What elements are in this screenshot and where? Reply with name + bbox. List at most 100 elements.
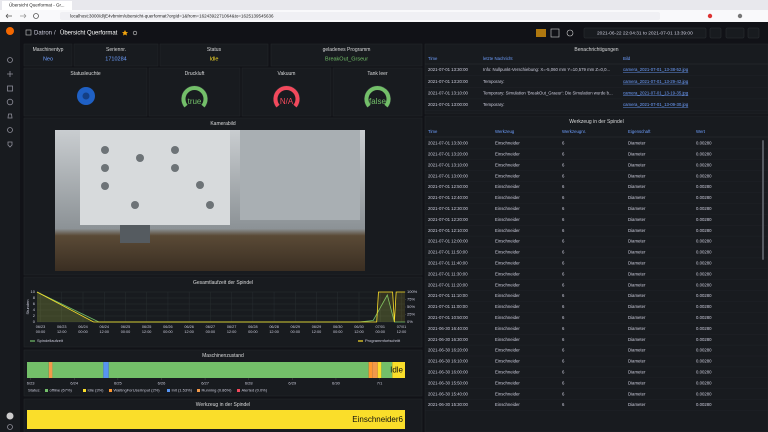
tv-mode-button[interactable]: [747, 27, 760, 39]
image-link[interactable]: camera_2021-07-01_13-19-35.jpg: [623, 91, 689, 96]
add-panel-button[interactable]: [536, 29, 546, 37]
share-button[interactable]: [132, 30, 138, 36]
table-cell: Einschneider: [495, 326, 520, 331]
table-cell: Einschneider: [495, 402, 520, 407]
legend-label[interactable]: offline (67%): [50, 388, 73, 393]
refresh-button[interactable]: [725, 27, 745, 39]
gauge-value: N/A: [280, 97, 294, 106]
legend-swatch: [45, 389, 48, 392]
column-header[interactable]: Wert: [696, 129, 706, 134]
table-cell: 2021-07-01 12:30:00: [428, 206, 469, 211]
column-header[interactable]: Time: [428, 56, 438, 61]
table-cell: Einschneider: [495, 348, 520, 353]
explore-icon[interactable]: [6, 98, 14, 106]
camera-hole: [101, 182, 109, 190]
stat-value: BreakOut_Grseur: [325, 56, 368, 62]
table-cell: Einschneider: [495, 228, 520, 233]
scrollbar[interactable]: [762, 140, 764, 260]
series-line: [36, 291, 405, 323]
table-cell: Diameter: [628, 370, 646, 375]
zoom-out-button[interactable]: [709, 27, 722, 39]
state-segment: [108, 362, 369, 378]
column-header[interactable]: Werkzeugnr.: [562, 129, 586, 134]
table-cell: 6: [562, 195, 565, 200]
camera-hole: [171, 146, 179, 154]
search-icon[interactable]: [7, 57, 13, 63]
gauge-arc: [364, 86, 391, 108]
table-cell: Diameter: [628, 261, 646, 266]
legend-label[interactable]: Spindellaufzeit: [37, 338, 64, 343]
table-cell: 6: [562, 391, 565, 396]
current-tool: Einschneider6: [352, 415, 403, 424]
reload-button[interactable]: [33, 13, 39, 19]
table-cell: Einschneider: [495, 184, 520, 189]
gauge-value: false: [369, 97, 386, 106]
table-cell: Einschneider: [495, 206, 520, 211]
table-cell: 2021-07-01 13:20:00: [428, 152, 469, 157]
time-picker[interactable]: [583, 27, 707, 39]
camera-hole: [101, 164, 109, 172]
config-icon[interactable]: [7, 127, 13, 133]
dashboards-icon[interactable]: [7, 85, 13, 92]
tab[interactable]: [2, 1, 72, 10]
table-cell: 0.00280: [696, 173, 712, 178]
image-link[interactable]: camera_2021-07-01_13-29-42.jpg: [623, 79, 689, 84]
table-cell: 6: [562, 162, 565, 167]
create-icon[interactable]: [7, 71, 13, 77]
x-tick-label: 06/29: [312, 325, 322, 329]
grafana-logo[interactable]: [6, 27, 14, 35]
save-button[interactable]: [550, 28, 560, 38]
menu-icon[interactable]: [737, 13, 743, 19]
table-cell: Diameter: [628, 293, 646, 298]
sidebar: [0, 22, 20, 432]
settings-button[interactable]: [566, 29, 574, 37]
alerting-icon[interactable]: [7, 113, 13, 119]
table-cell: 0.00280: [696, 326, 712, 331]
column-header[interactable]: Eigenschaft: [628, 129, 651, 134]
table-cell: 0.00280: [696, 228, 712, 233]
state-segment: [368, 362, 373, 378]
camera-hole: [206, 201, 214, 209]
table-cell: Einschneider: [495, 315, 520, 320]
image-link[interactable]: camera_2021-07-01_13-09-30.jpg: [623, 102, 689, 107]
legend-label[interactable]: Running (0.86%): [202, 388, 233, 393]
x-tick-label: 00:00: [78, 330, 88, 334]
column-header[interactable]: Werkzeug: [495, 129, 515, 134]
y-tick-label: 6: [33, 301, 36, 306]
dashboard-title[interactable]: Übersicht Querformat: [60, 30, 118, 37]
legend-label[interactable]: Programmfortschritt: [365, 338, 401, 343]
url-field[interactable]: [60, 12, 660, 20]
state-segment: [27, 362, 49, 378]
table-cell: 6: [562, 304, 565, 309]
table-cell: 2021-07-01 13:10:00: [428, 91, 469, 96]
help-icon[interactable]: [7, 424, 13, 430]
table-cell: 2021-07-01 11:20:00: [428, 282, 468, 287]
star-button[interactable]: [122, 30, 128, 36]
table-cell: 2021-07-01 12:00:00: [428, 239, 469, 244]
legend-swatch: [167, 389, 170, 392]
y-tick-label: 2: [33, 313, 36, 318]
legend-label[interactable]: Init (1.53%): [172, 388, 193, 393]
legend-label[interactable]: Idle (3%): [88, 388, 105, 393]
state-segment: [392, 362, 405, 378]
table-cell: Diameter: [628, 162, 646, 167]
y2-tick-label: 25%: [407, 312, 415, 317]
breadcrumb-folder[interactable]: Datron: [34, 31, 52, 37]
table-cell: Einschneider: [495, 217, 520, 222]
column-header[interactable]: Time: [428, 129, 438, 134]
image-link[interactable]: camera_2021-07-01_13-38-52.jpg: [623, 67, 689, 72]
extension-icon[interactable]: [707, 13, 713, 19]
forward-button[interactable]: [20, 13, 27, 19]
legend-label[interactable]: Alerted (0.0%): [242, 388, 268, 393]
back-button[interactable]: [5, 13, 12, 19]
user-avatar[interactable]: [6, 412, 14, 420]
column-header[interactable]: letzte Nachricht: [483, 56, 513, 61]
column-header[interactable]: Bild: [623, 56, 631, 61]
shield-icon[interactable]: [7, 141, 13, 148]
x-tick-label: 6/30: [332, 381, 341, 386]
legend-label[interactable]: WaitingForUserInput (2%): [114, 388, 161, 393]
x-tick-label: 00:00: [206, 330, 216, 334]
table-cell: Temporary: Simulation 'BreakOut_Graeur':…: [483, 91, 613, 96]
x-tick-label: 00:00: [248, 330, 258, 334]
